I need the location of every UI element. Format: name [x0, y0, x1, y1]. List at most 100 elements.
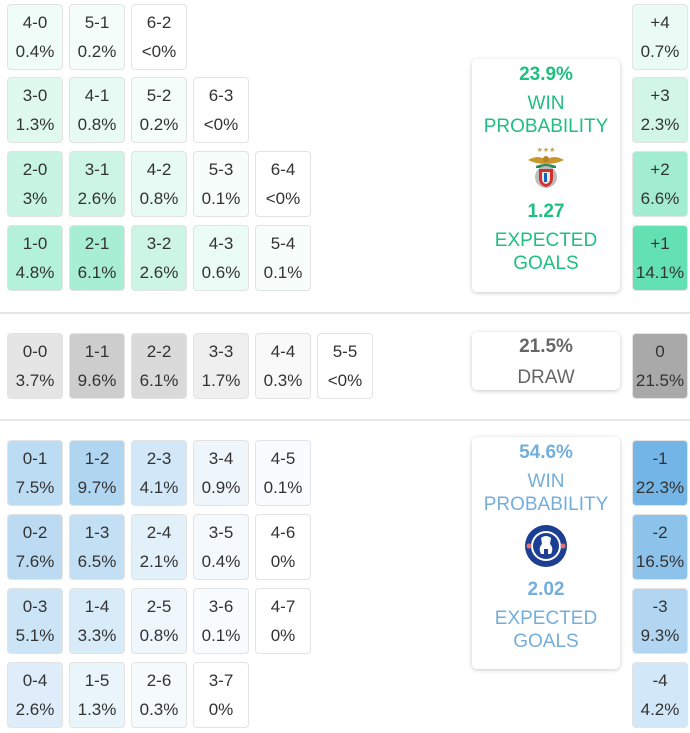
scoreline-label: 0-4: [22, 671, 48, 690]
probability-value: 21.5%: [635, 371, 685, 390]
goal-margin-cell[interactable]: +2 6.6%: [632, 151, 688, 217]
score-cell[interactable]: 0-3 5.1%: [7, 588, 63, 654]
score-cell[interactable]: 2-0 3%: [7, 151, 63, 217]
score-cell[interactable]: 5-1 0.2%: [69, 4, 125, 70]
probability-value: 6.1%: [139, 371, 179, 390]
scoreline-label: -3: [652, 597, 668, 616]
score-cell[interactable]: 6-3 <0%: [193, 77, 249, 143]
scoreline-label: 0-1: [22, 449, 48, 468]
probability-value: 1.3%: [77, 700, 117, 719]
probability-value: 3.3%: [77, 626, 117, 645]
scoreline-label: 4-7: [270, 597, 296, 616]
benfica-crest-icon: ★★★: [528, 146, 564, 188]
score-cell[interactable]: 3-3 1.7%: [193, 333, 249, 399]
score-cell[interactable]: 5-4 0.1%: [255, 225, 311, 291]
score-cell[interactable]: 2-6 0.3%: [131, 662, 187, 728]
probability-value: 0.6%: [201, 263, 241, 282]
score-cell[interactable]: 1-0 4.8%: [7, 225, 63, 291]
away-win-probability: 54.6%: [519, 442, 573, 463]
score-cell[interactable]: 1-3 6.5%: [69, 514, 125, 580]
score-cell[interactable]: 4-7 0%: [255, 588, 311, 654]
score-cell[interactable]: 2-5 0.8%: [131, 588, 187, 654]
probability-value: 0.7%: [640, 42, 680, 61]
draw-probability: 21.5%: [519, 336, 573, 357]
score-cell[interactable]: 2-1 6.1%: [69, 225, 125, 291]
scoreline-label: 0-3: [22, 597, 48, 616]
score-cell[interactable]: 2-2 6.1%: [131, 333, 187, 399]
away-win-label-2: PROBABILITY: [483, 494, 609, 515]
score-cell[interactable]: 4-5 0.1%: [255, 440, 311, 506]
score-cell[interactable]: 4-4 0.3%: [255, 333, 311, 399]
scoreline-label: 4-5: [270, 449, 296, 468]
goal-margin-cell[interactable]: -3 9.3%: [632, 588, 688, 654]
probability-value: 3.7%: [15, 371, 55, 390]
scoreline-label: 2-3: [146, 449, 172, 468]
score-cell[interactable]: 0-0 3.7%: [7, 333, 63, 399]
scoreline-label: 1-2: [84, 449, 110, 468]
chelsea-crest-icon: [525, 525, 567, 567]
score-cell[interactable]: 3-0 1.3%: [7, 77, 63, 143]
goal-margin-cell[interactable]: -4 4.2%: [632, 662, 688, 728]
home-summary-panel: 23.9% WIN PROBABILITY ★★★ 1.27 EXPECTED …: [472, 59, 620, 292]
score-cell[interactable]: 4-0 0.4%: [7, 4, 63, 70]
probability-value: 22.3%: [635, 478, 685, 497]
draw-summary-panel: 21.5% DRAW: [472, 332, 620, 390]
goal-margin-cell[interactable]: +1 14.1%: [632, 225, 688, 291]
score-cell[interactable]: 0-4 2.6%: [7, 662, 63, 728]
score-cell[interactable]: 1-4 3.3%: [69, 588, 125, 654]
score-cell[interactable]: 3-4 0.9%: [193, 440, 249, 506]
probability-value: 5.1%: [15, 626, 55, 645]
home-expected-goals: 1.27: [527, 201, 565, 222]
away-summary-panel: 54.6% WIN PROBABILITY 2.02 EXPECTED GOAL…: [472, 437, 620, 669]
scoreline-label: 5-3: [208, 160, 234, 179]
probability-value: <0%: [265, 189, 301, 208]
probability-value: 0.3%: [139, 700, 179, 719]
score-cell[interactable]: 2-4 2.1%: [131, 514, 187, 580]
scoreline-label: 3-0: [22, 86, 48, 105]
draw-label: DRAW: [517, 367, 575, 388]
probability-value: 0.8%: [77, 115, 117, 134]
score-cell[interactable]: 3-5 0.4%: [193, 514, 249, 580]
probability-value: 1.7%: [201, 371, 241, 390]
goal-margin-cell[interactable]: 0 21.5%: [632, 333, 688, 399]
scoreline-label: 2-4: [146, 523, 172, 542]
goal-margin-cell[interactable]: -2 16.5%: [632, 514, 688, 580]
probability-value: 0.1%: [263, 478, 303, 497]
goal-margin-cell[interactable]: +3 2.3%: [632, 77, 688, 143]
probability-value: 2.1%: [139, 552, 179, 571]
score-cell[interactable]: 6-4 <0%: [255, 151, 311, 217]
scoreline-label: +4: [650, 13, 670, 32]
score-cell[interactable]: 5-2 0.2%: [131, 77, 187, 143]
scoreline-label: 2-6: [146, 671, 172, 690]
score-cell[interactable]: 0-1 7.5%: [7, 440, 63, 506]
score-cell[interactable]: 3-2 2.6%: [131, 225, 187, 291]
scoreline-label: 4-3: [208, 234, 234, 253]
score-cell[interactable]: 0-2 7.6%: [7, 514, 63, 580]
score-cell[interactable]: 4-1 0.8%: [69, 77, 125, 143]
goal-margin-cell[interactable]: -1 22.3%: [632, 440, 688, 506]
score-cell[interactable]: 6-2 <0%: [131, 4, 187, 70]
scoreline-label: 3-1: [84, 160, 110, 179]
goal-margin-cell[interactable]: +4 0.7%: [632, 4, 688, 70]
score-cell[interactable]: 3-7 0%: [193, 662, 249, 728]
probability-value: 16.5%: [635, 552, 685, 571]
scoreline-label: 2-5: [146, 597, 172, 616]
score-cell[interactable]: 3-1 2.6%: [69, 151, 125, 217]
score-cell[interactable]: 1-1 9.6%: [69, 333, 125, 399]
scoreline-label: 1-1: [84, 342, 110, 361]
score-cell[interactable]: 4-6 0%: [255, 514, 311, 580]
score-cell[interactable]: 3-6 0.1%: [193, 588, 249, 654]
score-cell[interactable]: 2-3 4.1%: [131, 440, 187, 506]
score-cell[interactable]: 5-5 <0%: [317, 333, 373, 399]
home-xg-label: EXPECTED: [494, 230, 598, 251]
probability-value: 0.8%: [139, 189, 179, 208]
away-expected-goals: 2.02: [527, 579, 565, 600]
score-cell[interactable]: 4-3 0.6%: [193, 225, 249, 291]
scoreline-label: 2-2: [146, 342, 172, 361]
score-cell[interactable]: 1-2 9.7%: [69, 440, 125, 506]
score-cell[interactable]: 4-2 0.8%: [131, 151, 187, 217]
score-cell[interactable]: 1-5 1.3%: [69, 662, 125, 728]
score-cell[interactable]: 5-3 0.1%: [193, 151, 249, 217]
scoreline-label: 3-4: [208, 449, 234, 468]
probability-value: 9.3%: [640, 626, 680, 645]
